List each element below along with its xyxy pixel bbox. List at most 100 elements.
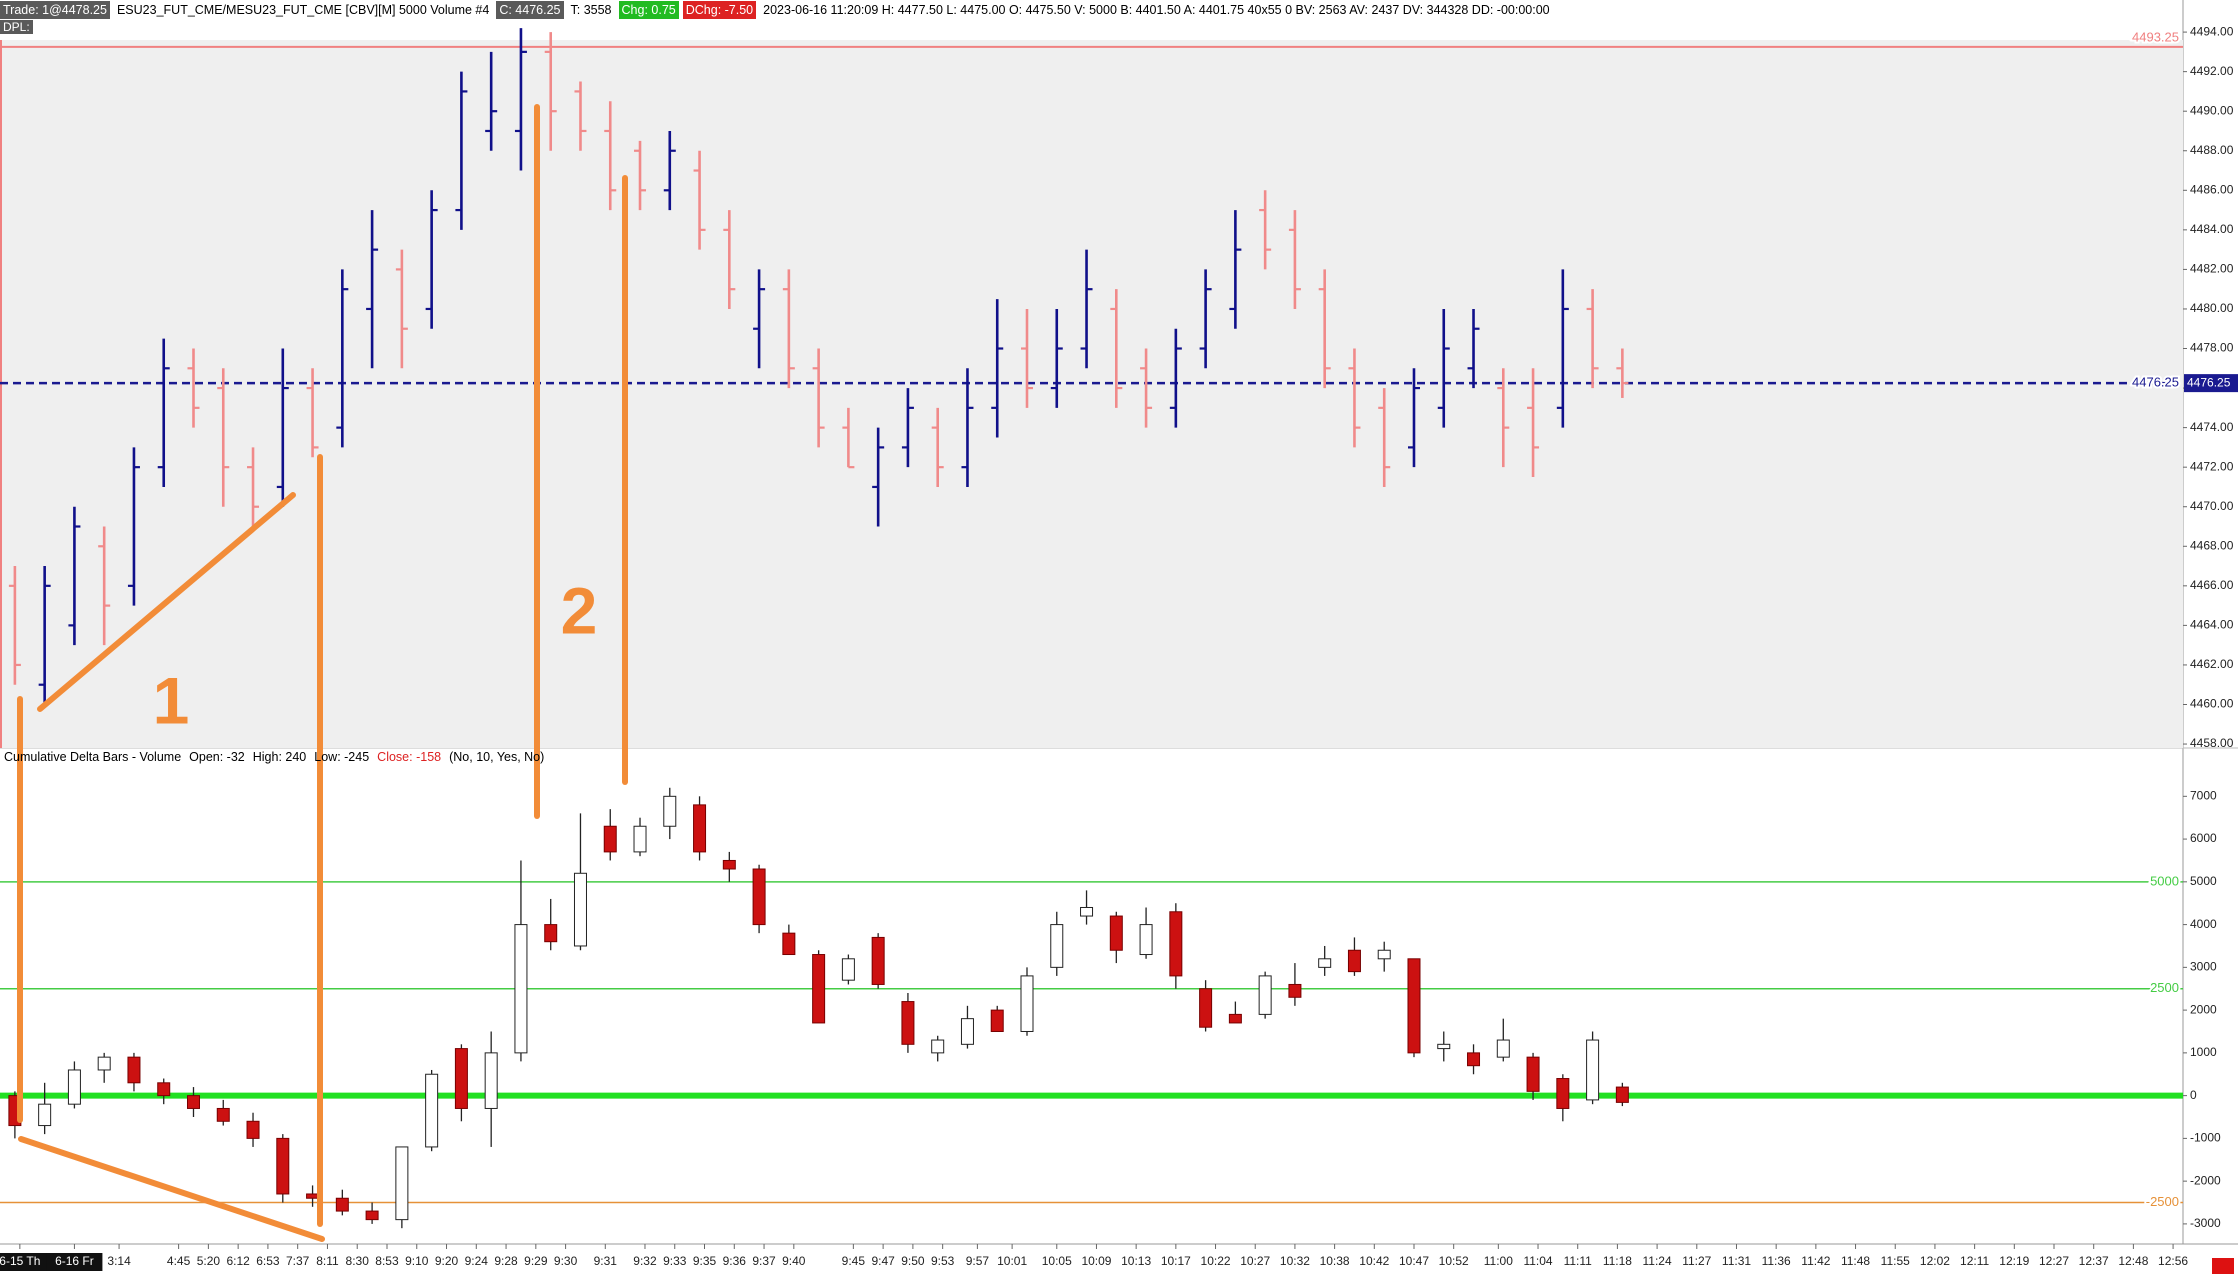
x-tick-label: 9:30 (554, 1254, 578, 1268)
x-tick-label: 11:55 (1881, 1254, 1910, 1268)
y-tick-label: 4470.00 (2190, 499, 2234, 513)
y-tick-label: 4000 (2190, 917, 2217, 931)
x-tick-label: 9:45 (842, 1254, 866, 1268)
candle-body (395, 1146, 409, 1221)
annotations: 1 2 (17, 104, 628, 1242)
x-tick-label: 8:30 (346, 1254, 370, 1268)
x-tick-label: 8:53 (375, 1254, 399, 1268)
x-tick-label: 12:56 (2158, 1254, 2188, 1268)
x-tick-label: 11:24 (1643, 1254, 1672, 1268)
dpl-label: DPL: (0, 20, 33, 34)
x-tick-label: 10:13 (1121, 1254, 1151, 1268)
candle-body (990, 1009, 1004, 1032)
x-tick-label: 10:47 (1399, 1254, 1429, 1268)
level-label: 5000 (2150, 873, 2179, 888)
x-tick-label: 9:57 (966, 1254, 990, 1268)
x-tick-label: 9:28 (494, 1254, 518, 1268)
x-tick-label: 11:04 (1523, 1254, 1552, 1268)
y-tick-label: 4462.00 (2190, 657, 2234, 671)
y-tick-label: 4484.00 (2190, 222, 2234, 236)
x-tick-label: 12:37 (2079, 1254, 2109, 1268)
x-tick-label: 3:14 (107, 1254, 131, 1268)
indicator-field: Open: -32 (189, 750, 245, 764)
y-tick-label: 5000 (2190, 874, 2217, 888)
candle-body (1169, 911, 1183, 977)
candle-body (901, 1001, 915, 1045)
candle-body (67, 1069, 81, 1105)
indicator-field: (No, 10, Yes, No) (449, 750, 545, 764)
candle-body (276, 1137, 290, 1195)
x-tick-label: 10:22 (1201, 1254, 1231, 1268)
candle-body (633, 825, 647, 853)
candle-body (425, 1073, 439, 1148)
candle-body (1050, 924, 1064, 968)
y-tick-label: 4494.00 (2190, 24, 2234, 38)
header-field: T: 3558 (567, 1, 615, 19)
candle-body (306, 1193, 320, 1199)
level-label: 2500 (2150, 980, 2179, 995)
candle-body (960, 1018, 974, 1045)
candle-body (812, 954, 826, 1024)
x-tick-label: 6-15 Th (0, 1254, 40, 1268)
x-tick-label: 4:45 (167, 1254, 191, 1268)
candle-body (38, 1103, 52, 1127)
y-tick-label: 1000 (2190, 1045, 2217, 1059)
x-tick-label: 9:53 (931, 1254, 955, 1268)
x-tick-label: 6:53 (256, 1254, 280, 1268)
candle-body (693, 804, 707, 853)
x-tick-label: 7:37 (286, 1254, 310, 1268)
candle-body (1080, 906, 1094, 917)
x-tick-label: 9:50 (901, 1254, 925, 1268)
candle-body (246, 1120, 260, 1139)
y-tick-label: 7000 (2190, 788, 2217, 802)
y-tick-label: 3000 (2190, 960, 2217, 974)
x-tick-label: 11:00 (1484, 1254, 1513, 1268)
candle-body (1109, 915, 1123, 951)
price-marker-label: 4476.25 (2187, 375, 2231, 389)
y-tick-label: 4492.00 (2190, 64, 2234, 78)
y-tick-label: 2000 (2190, 1002, 2217, 1016)
header-field: ESU23_FUT_CME/MESU23_FUT_CME [CBV][M] 50… (113, 1, 493, 19)
candle-body (1437, 1043, 1451, 1050)
candle-body (573, 872, 587, 947)
y-tick-label: 4480.00 (2190, 301, 2234, 315)
candle-body (1467, 1052, 1481, 1067)
annotation-label: 1 (153, 663, 190, 737)
candle-body (871, 936, 885, 985)
y-tick-label: 6000 (2190, 831, 2217, 845)
indicator-field: Cumulative Delta Bars - Volume (4, 750, 182, 764)
x-tick-label: 12:19 (1999, 1254, 2029, 1268)
indicator-field: Low: -245 (314, 750, 370, 764)
x-tick-label: 6-16 Fr (55, 1254, 94, 1268)
x-tick-label: 10:27 (1240, 1254, 1270, 1268)
candle-body (1347, 949, 1361, 973)
candle-body (603, 825, 617, 853)
x-tick-label: 11:18 (1603, 1254, 1632, 1268)
candle-body (186, 1095, 200, 1109)
candle-body (1288, 983, 1302, 998)
x-tick-label: 9:24 (465, 1254, 489, 1268)
x-tick-label: 11:36 (1762, 1254, 1791, 1268)
y-tick-label: 0 (2190, 1088, 2197, 1102)
annotation-label: 2 (561, 573, 598, 647)
y-tick-label: 4472.00 (2190, 459, 2234, 473)
candle-body (97, 1056, 111, 1071)
x-tick-label: 9:32 (633, 1254, 657, 1268)
x-tick-label: 8:11 (316, 1254, 339, 1268)
x-tick-label: 10:42 (1359, 1254, 1389, 1268)
y-tick-label: 4482.00 (2190, 262, 2234, 276)
x-tick-label: 11:31 (1722, 1254, 1751, 1268)
x-tick-label: 12:11 (1960, 1254, 1989, 1268)
y-tick-label: 4464.00 (2190, 618, 2234, 632)
indicator-field: Close: -158 (377, 750, 442, 764)
candle-body (1407, 958, 1421, 1054)
x-tick-label: 11:11 (1564, 1254, 1593, 1268)
header-field: DChg: -7.50 (682, 1, 757, 19)
y-tick-label: 4488.00 (2190, 143, 2234, 157)
x-tick-label: 9:31 (594, 1254, 618, 1268)
candle-body (335, 1197, 349, 1212)
candle-body (484, 1052, 498, 1109)
y-tick-label: 4468.00 (2190, 538, 2234, 552)
